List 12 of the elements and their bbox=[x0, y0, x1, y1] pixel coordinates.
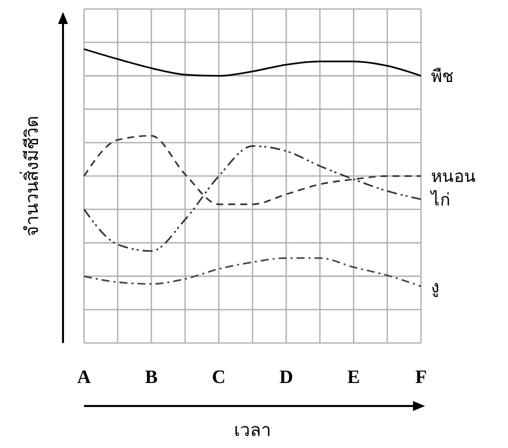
series-label: งู bbox=[431, 277, 439, 298]
x-axis-title: เวลา bbox=[234, 420, 271, 441]
x-tick-label: E bbox=[347, 367, 360, 388]
x-tick-label: D bbox=[279, 367, 294, 388]
x-tick-label: A bbox=[77, 367, 92, 388]
y-axis-title: จำนวนสิ่งมีชีวิต bbox=[19, 116, 43, 236]
x-tick-label: B bbox=[145, 367, 158, 388]
series-label: ไก่ bbox=[429, 189, 450, 210]
series-label: พืช bbox=[431, 66, 454, 87]
series-label: หนอน bbox=[431, 167, 476, 188]
x-tick-label: F bbox=[415, 367, 427, 388]
x-tick-label: C bbox=[212, 367, 226, 388]
